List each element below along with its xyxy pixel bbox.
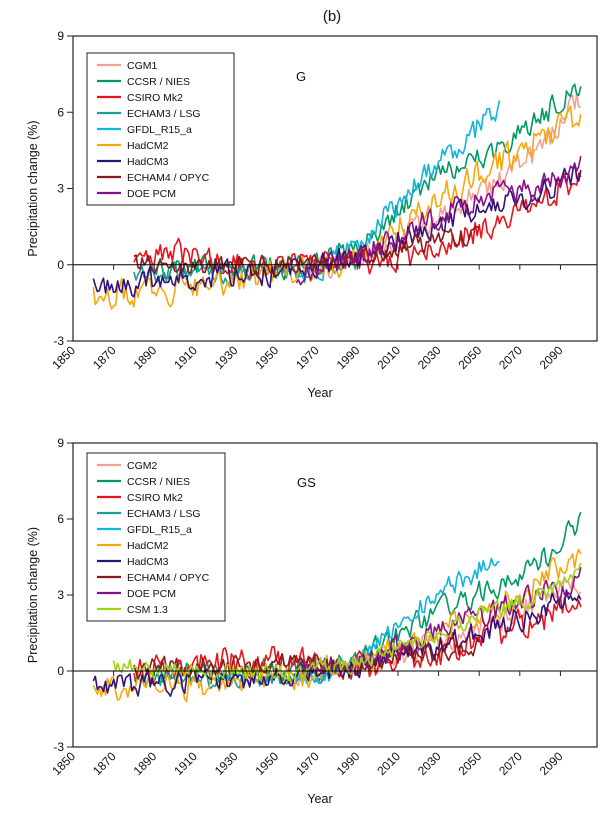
legend-item: HadCM2 [97,540,169,552]
x-tick-label: 2030 [415,749,444,778]
y-tick-label: 3 [57,588,64,602]
legend-label: CSIRO Mk2 [127,92,183,104]
legend-label: DOE PCM [127,588,176,600]
x-tick-label: 1870 [90,749,119,778]
legend-label: HadCM3 [127,156,169,168]
legend-item: GFDL_R15_a [97,124,192,136]
legend-item: CGM2 [97,460,157,472]
series-line-echam4-opyc [133,225,480,278]
x-axis-label: Year [307,792,332,806]
legend-label: CSIRO Mk2 [127,492,183,504]
x-tick-label: 1910 [171,749,200,778]
y-tick-label: -3 [53,334,64,348]
x-tick-label: 1930 [212,749,241,778]
legend-item: ECHAM4 / OPYC [97,572,210,584]
y-axis: -3 0 3 6 9 [53,436,73,754]
x-tick-label: 1870 [90,343,119,372]
legend-label: ECHAM3 / LSG [127,508,201,520]
legend-item: DOE PCM [97,188,176,200]
x-tick-label: 2050 [456,343,485,372]
legend-item: HadCM2 [97,140,169,152]
legend-item: ECHAM3 / LSG [97,108,201,120]
figure-label: (b) [323,8,341,25]
x-tick-label: 1890 [131,749,160,778]
series-line-doe-pcm [295,155,582,286]
legend-label: CGM2 [127,460,157,472]
legend-item: ECHAM3 / LSG [97,508,201,520]
series-line-csiro-mk2 [133,595,582,685]
series-line-echam4-opyc [133,636,480,680]
series-line-gfdl-r15-a [295,557,500,685]
x-tick-label: 2050 [456,749,485,778]
legend-item: CSIRO Mk2 [97,92,183,104]
x-tick-label: 1910 [171,343,200,372]
y-tick-label: 0 [57,664,64,678]
y-tick-label: 0 [57,258,64,272]
series-line-csm-1-3 [112,562,582,682]
x-tick-label: 1890 [131,343,160,372]
y-tick-label: 3 [57,182,64,196]
legend-label: ECHAM4 / OPYC [127,572,210,584]
y-axis: -3 0 3 6 9 [53,29,73,348]
y-tick-label: 9 [57,436,64,450]
x-tick-label: 2070 [496,749,525,778]
legend-item: HadCM3 [97,556,169,568]
y-axis-label: Precipitation change (%) [26,527,40,663]
legend: CGM1 CCSR / NIES CSIRO Mk2 ECHAM3 / LSG GFDL… [86,52,235,206]
x-tick-label: 1990 [334,749,363,778]
series-line-doe-pcm [296,567,582,676]
legend-label: CCSR / NIES [127,76,190,88]
x-tick-label: 2010 [374,343,403,372]
legend-item: GFDL_R15_a [97,524,192,536]
legend-label: ECHAM4 / OPYC [127,172,210,184]
legend-item: CGM1 [97,60,157,72]
y-tick-label: -3 [53,740,64,754]
legend-label: DOE PCM [127,188,176,200]
legend-item: CCSR / NIES [97,76,190,88]
legend-label: CSM 1.3 [127,604,168,616]
series-layer [92,511,582,703]
series-layer [92,83,582,310]
x-tick-label: 1950 [252,749,281,778]
x-tick-label: 1970 [293,749,322,778]
x-axis: 1850 1870 1890 1910 1930 1950 1970 1990 2010 2030… [49,671,566,778]
legend-label: HadCM2 [127,540,169,552]
legend-item: CCSR / NIES [97,476,190,488]
x-tick-label: 1930 [212,343,241,372]
legend-label: CCSR / NIES [127,476,190,488]
x-axis-label: Year [307,386,332,400]
x-tick-label: 2070 [496,343,525,372]
legend-item: ECHAM4 / OPYC [97,172,210,184]
legend-item: CSM 1.3 [97,604,168,616]
legend-label: GFDL_R15_a [127,124,192,136]
legend: CGM2 CCSR / NIES CSIRO Mk2 ECHAM3 / LSG GFDL… [86,452,226,622]
series-line-hadcm3 [92,162,582,298]
legend-label: HadCM2 [127,140,169,152]
legend-label: GFDL_R15_a [127,524,192,536]
x-tick-label: 2090 [537,343,566,372]
panel-label: GS [297,475,316,490]
legend-label: HadCM3 [127,556,169,568]
legend-item: HadCM3 [97,156,169,168]
legend-item: CSIRO Mk2 [97,492,183,504]
y-tick-label: 6 [57,105,64,119]
x-tick-label: 1950 [252,343,281,372]
legend-label: CGM1 [127,60,157,72]
x-tick-label: 2090 [537,749,566,778]
x-tick-label: 2030 [415,343,444,372]
legend-item: DOE PCM [97,588,176,600]
y-tick-label: 6 [57,512,64,526]
legend-label: ECHAM3 / LSG [127,108,201,120]
x-tick-label: 1990 [334,343,363,372]
x-tick-label: 2010 [374,749,403,778]
x-axis: 1850 1870 1890 1910 1930 1950 1970 1990 2010 2030… [49,264,566,372]
panel-label: G [296,69,306,84]
y-tick-label: 9 [57,29,64,43]
x-tick-label: 1970 [293,343,322,372]
y-axis-label: Precipitation change (%) [26,120,40,256]
